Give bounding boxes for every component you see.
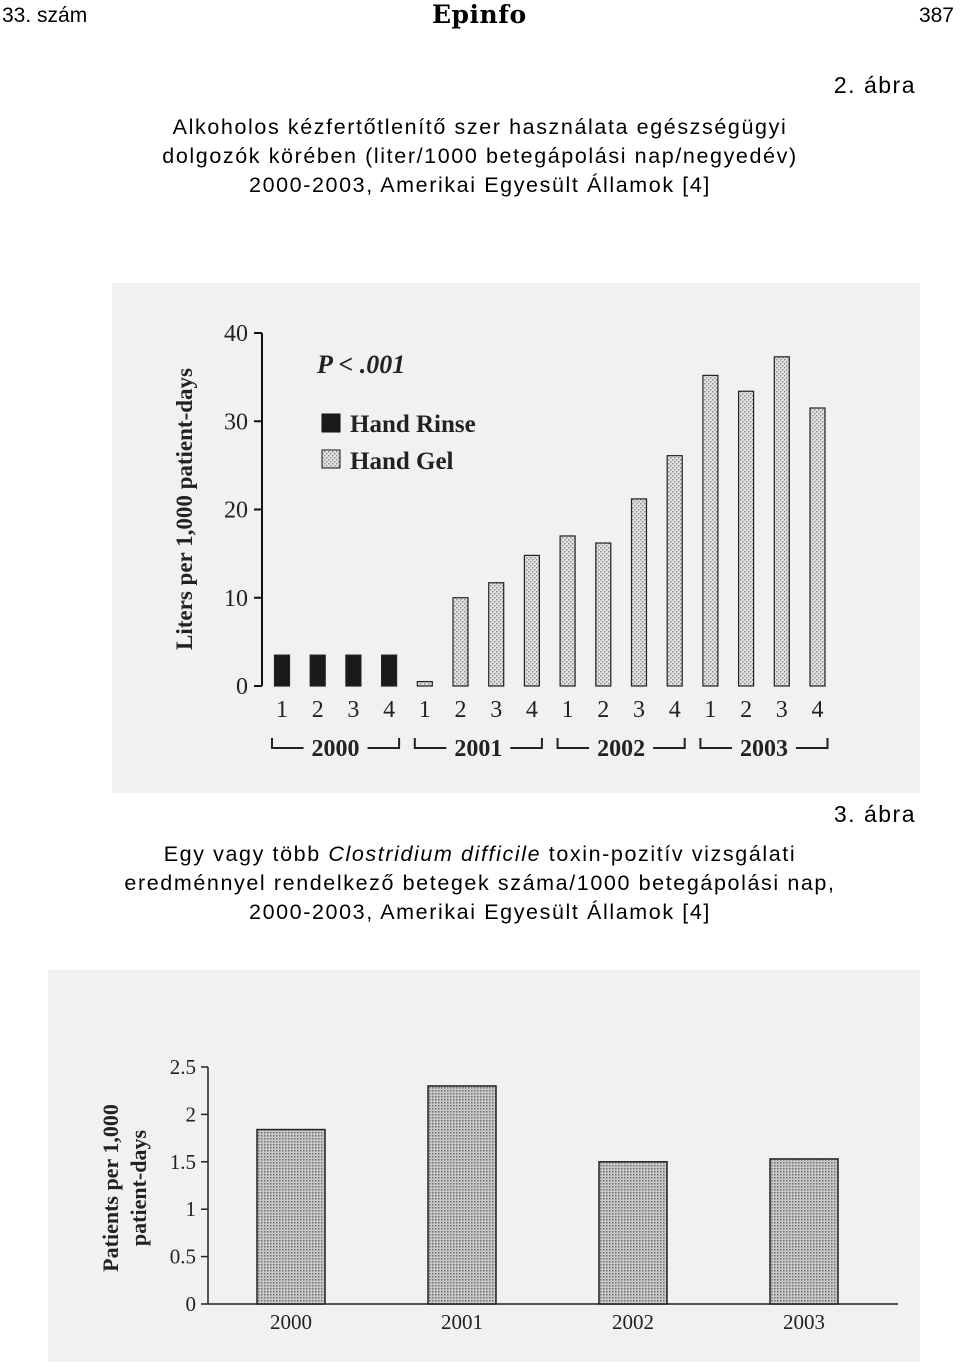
y-tick-label: 2 (186, 1102, 197, 1126)
x-tick-label-quarter: 2 (740, 697, 752, 723)
x-group-label-year: 2003 (740, 736, 788, 762)
bar (427, 1085, 497, 1305)
x-tick-label-quarter: 2 (312, 697, 324, 723)
x-tick-label-quarter: 2 (455, 697, 467, 723)
issue-number: 33. szám (2, 4, 88, 27)
caption-species-italic: Clostridium difficile (328, 842, 542, 866)
figure2-caption-line: dolgozók körében (liter/1000 betegápolás… (162, 144, 798, 168)
y-tick-label: 0 (186, 1292, 197, 1316)
x-tick-label: 2000 (270, 1310, 312, 1334)
x-group-label-year: 2000 (312, 736, 360, 762)
x-group-label-year: 2001 (454, 736, 502, 762)
figure3-caption-line: eredménnyel rendelkező betegek száma/100… (124, 871, 836, 895)
x-tick-label-quarter: 3 (490, 697, 502, 723)
legend-label-hand-rinse: Hand Rinse (350, 411, 476, 438)
bar (666, 455, 683, 687)
x-tick-label: 2001 (441, 1310, 483, 1334)
bar (309, 654, 326, 687)
figure3-scan: 0 0.5 1 1.5 2 2.5 Patients per 1,000 patient-da… (48, 970, 920, 1362)
year-bracket (556, 738, 686, 749)
y-tick-label: 20 (224, 498, 248, 524)
figure2-caption: Alkoholos kézfertőtlenítő szer használat… (20, 113, 940, 200)
y-tick-label: 1 (186, 1197, 197, 1221)
bar (488, 582, 505, 687)
bar (630, 498, 648, 687)
x-tick-label-quarter: 3 (776, 697, 788, 723)
y-tick-label: 40 (224, 321, 248, 347)
bar (559, 535, 576, 687)
y-axis-label-line1: Patients per 1,000 (98, 1104, 123, 1272)
p-value-annotation: P < .001 (316, 350, 405, 379)
caption-text: toxin-pozitív vizsgálati (541, 842, 797, 866)
figure2-label: 2. ábra (833, 72, 916, 98)
bar (595, 542, 612, 687)
x-tick-label-quarter: 1 (419, 697, 431, 723)
figure3-caption: Egy vagy több Clostridium difficile toxi… (20, 840, 940, 927)
x-tick-label-quarter: 1 (704, 697, 716, 723)
legend-swatch-hand-gel (321, 449, 341, 469)
page-number: 387 (918, 4, 954, 27)
figure2-caption-line: 2000-2003, Amerikai Egyesült Államok [4] (249, 173, 711, 197)
y-tick-label: 10 (224, 586, 248, 612)
figure3-caption-line: Egy vagy több Clostridium difficile toxi… (20, 840, 940, 869)
y-axis-label-line2: patient-days (126, 1130, 151, 1247)
x-tick-label-quarter: 4 (383, 697, 395, 723)
bar (737, 390, 755, 687)
year-bracket (271, 738, 401, 749)
y-tick-label: 0.5 (170, 1245, 196, 1269)
x-tick-label-quarter: 4 (526, 697, 538, 723)
x-tick-label-quarter: 4 (812, 697, 824, 723)
x-tick-label-quarter: 1 (276, 697, 288, 723)
x-tick-label-quarter: 4 (669, 697, 681, 723)
figure2-scan: 0 10 20 30 40 Liters per 1,000 patient-days P … (112, 283, 920, 793)
caption-text: Egy vagy több (163, 842, 329, 866)
x-tick-label-quarter: 1 (562, 697, 574, 723)
x-tick-label: 2003 (783, 1310, 825, 1334)
bar (523, 554, 540, 687)
figure3-caption-line: 2000-2003, Amerikai Egyesült Államok [4] (249, 900, 711, 924)
year-bracket (699, 738, 829, 749)
figure3-label: 3. ábra (833, 801, 916, 827)
bar (702, 374, 719, 687)
bar (773, 356, 790, 687)
journal-logo: Epinfo (432, 0, 527, 29)
y-tick-label: 2.5 (170, 1055, 196, 1079)
x-group-label-year: 2002 (597, 736, 645, 762)
y-tick-label: 1.5 (170, 1150, 196, 1174)
bar (452, 597, 469, 687)
figure3-chart: 0 0.5 1 1.5 2 2.5 Patients per 1,000 patient-da… (98, 1055, 898, 1334)
bar (256, 1128, 326, 1305)
legend-swatch-hand-rinse (321, 413, 341, 433)
figure2-chart: 0 10 20 30 40 Liters per 1,000 patient-days P … (172, 321, 829, 762)
bar (381, 654, 398, 687)
bar (345, 654, 362, 687)
bar (809, 407, 826, 687)
bar (416, 680, 433, 687)
y-axis-label: Liters per 1,000 patient-days (172, 368, 197, 650)
x-tick-label-quarter: 3 (633, 697, 645, 723)
x-tick-label-quarter: 2 (597, 697, 609, 723)
figure2-caption-line: Alkoholos kézfertőtlenítő szer használat… (172, 115, 788, 139)
year-bracket (413, 738, 543, 749)
bar (769, 1158, 839, 1305)
bar (273, 654, 291, 687)
bar (598, 1161, 668, 1305)
y-tick-label: 30 (224, 409, 248, 435)
legend-label-hand-gel: Hand Gel (350, 448, 454, 475)
y-tick-label: 0 (236, 674, 248, 700)
x-tick-label: 2002 (612, 1310, 654, 1334)
x-tick-label-quarter: 3 (347, 697, 359, 723)
